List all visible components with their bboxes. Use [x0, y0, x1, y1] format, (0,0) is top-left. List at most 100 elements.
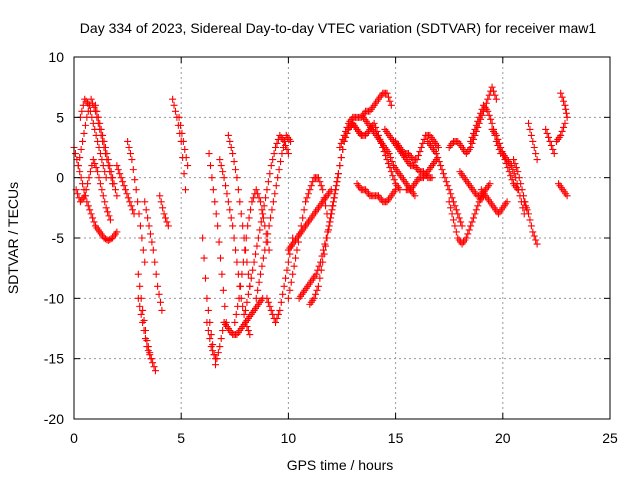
data-point	[246, 331, 254, 339]
data-point	[517, 180, 525, 188]
data-point	[310, 294, 318, 302]
data-point	[474, 117, 482, 125]
data-point	[234, 186, 242, 194]
x-tick-label: 25	[602, 430, 618, 446]
data-point	[455, 214, 463, 222]
data-point	[279, 144, 287, 151]
data-point	[255, 278, 263, 286]
data-point	[529, 137, 537, 145]
data-point	[84, 107, 92, 115]
data-point	[441, 174, 449, 182]
data-point	[89, 214, 97, 222]
x-tick-label: 5	[177, 430, 185, 446]
data-point	[257, 270, 265, 278]
data-point	[237, 210, 245, 218]
data-point	[142, 206, 150, 214]
data-point	[484, 95, 492, 103]
data-point	[113, 162, 121, 170]
data-point	[230, 158, 238, 166]
data-point	[254, 234, 262, 242]
data-point	[141, 335, 149, 343]
data-point	[233, 174, 241, 182]
data-point	[475, 113, 483, 121]
data-point	[384, 93, 392, 101]
data-point	[560, 123, 568, 131]
data-point	[561, 101, 569, 109]
data-point	[77, 146, 85, 154]
data-point	[340, 131, 348, 139]
data-point	[109, 174, 117, 182]
data-point	[343, 123, 351, 131]
data-point	[497, 144, 505, 151]
data-point	[292, 254, 300, 262]
data-point	[84, 202, 92, 210]
data-point	[127, 202, 135, 210]
data-point	[257, 218, 265, 226]
data-point	[319, 258, 327, 266]
data-point	[451, 202, 459, 210]
data-point	[507, 162, 515, 170]
data-point	[300, 206, 308, 214]
data-point	[87, 95, 95, 103]
data-point	[327, 214, 335, 222]
data-point	[242, 306, 250, 314]
data-point	[241, 246, 249, 254]
data-point	[286, 286, 294, 294]
data-point	[86, 168, 94, 176]
data-point	[383, 89, 391, 97]
axis-ticks: 0 5 10 15 20 25 -20 -15 -10 -5 0 5 10	[44, 49, 618, 446]
data-point	[545, 133, 553, 141]
data-point	[267, 306, 275, 314]
data-point	[326, 218, 334, 226]
data-point	[293, 246, 301, 254]
data-point	[269, 156, 277, 164]
data-point	[203, 294, 211, 302]
data-point	[492, 131, 500, 139]
data-point	[150, 363, 158, 371]
data-point	[233, 258, 241, 266]
data-point	[512, 164, 520, 172]
data-point	[419, 139, 427, 147]
data-point	[119, 178, 127, 186]
data-point	[447, 190, 455, 198]
data-point	[158, 306, 166, 314]
data-point	[146, 230, 154, 238]
data-point	[124, 137, 132, 145]
data-point	[102, 204, 110, 212]
data-point	[484, 107, 492, 115]
data-point	[221, 302, 229, 310]
data-point	[144, 214, 152, 222]
data-point	[284, 150, 292, 158]
data-point	[84, 180, 92, 188]
data-point	[243, 298, 251, 306]
data-point	[323, 234, 331, 242]
data-point	[316, 178, 324, 186]
data-point	[232, 310, 240, 318]
data-point	[526, 216, 534, 224]
data-point	[444, 182, 452, 190]
data-point	[141, 258, 149, 266]
data-point	[462, 234, 470, 242]
data-point	[287, 278, 295, 286]
data-point	[467, 222, 475, 230]
data-point	[232, 166, 240, 174]
data-point	[286, 250, 294, 258]
data-point	[272, 144, 280, 151]
data-point	[563, 113, 571, 121]
data-point	[533, 156, 541, 164]
data-point	[254, 286, 262, 294]
data-point	[247, 206, 255, 214]
data-point	[550, 150, 558, 158]
data-point	[439, 170, 447, 178]
data-point	[268, 206, 276, 214]
data-point	[117, 174, 125, 182]
data-point	[471, 210, 479, 218]
data-point	[322, 242, 330, 250]
data-point	[219, 327, 227, 335]
data-point	[445, 186, 453, 194]
data-point	[238, 270, 246, 278]
data-point	[290, 262, 298, 270]
data-point	[155, 290, 163, 298]
data-point	[245, 214, 253, 222]
data-point	[182, 154, 190, 162]
